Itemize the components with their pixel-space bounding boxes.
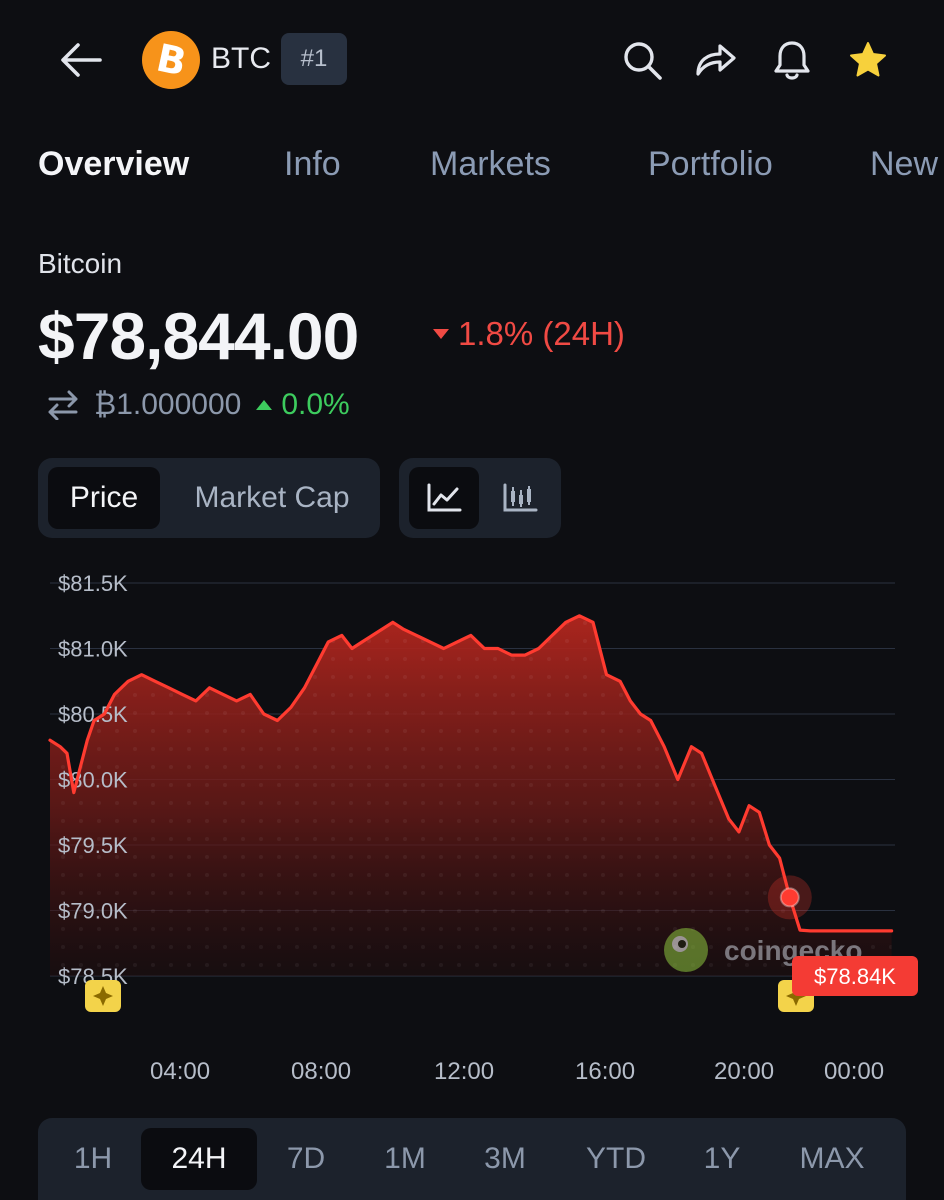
- tab-info[interactable]: Info: [284, 145, 341, 183]
- btc-conversion: ₿1.000000 0.0%: [46, 388, 350, 422]
- swap-arrows-icon[interactable]: [46, 390, 80, 420]
- btc-value: ₿1.000000: [94, 388, 242, 421]
- range-3m[interactable]: 3M: [484, 1142, 526, 1175]
- tab-news[interactable]: New: [870, 145, 939, 183]
- line-chart-icon: [427, 483, 462, 512]
- caret-down-icon: [433, 329, 449, 339]
- search-icon: [624, 42, 662, 80]
- line-chart-button[interactable]: [409, 467, 479, 529]
- x-tick-2000: 20:00: [714, 1058, 775, 1085]
- range-7d[interactable]: 7D: [286, 1142, 326, 1175]
- range-1h[interactable]: 1H: [73, 1142, 113, 1175]
- price-change-value: 1.8% (24H): [458, 315, 625, 352]
- range-1y[interactable]: 1Y: [703, 1142, 741, 1175]
- tab-markets[interactable]: Markets: [430, 145, 551, 183]
- market-cap-toggle[interactable]: Market Cap: [194, 481, 350, 514]
- x-tick-0000: 00:00: [824, 1058, 885, 1085]
- coin-symbol: BTC: [211, 42, 271, 75]
- y-tick-label: $79.0K: [58, 899, 128, 924]
- y-axis: $81.5K$81.0K$80.5K$80.0K$79.5K$79.0K$78.…: [58, 571, 128, 989]
- tab-portfolio[interactable]: Portfolio: [648, 145, 773, 183]
- rank-badge: #1: [281, 33, 347, 85]
- alert-button[interactable]: [770, 38, 814, 82]
- candlestick-icon: [503, 483, 538, 512]
- range-ytd[interactable]: YTD: [586, 1142, 646, 1175]
- price-change-24h: 1.8% (24H): [432, 315, 625, 353]
- last-price-label: $78.84K: [792, 956, 918, 996]
- y-tick-label: $79.5K: [58, 833, 128, 858]
- range-max[interactable]: MAX: [799, 1142, 865, 1175]
- current-price: $78,844.00: [38, 299, 359, 373]
- tab-overview[interactable]: Overview: [38, 145, 190, 183]
- price-area-texture: [50, 615, 892, 976]
- price-toggle[interactable]: Price: [48, 467, 160, 529]
- range-24h[interactable]: 24H: [141, 1128, 257, 1190]
- event-marker-left[interactable]: [85, 980, 121, 1012]
- y-tick-label: $81.5K: [58, 571, 128, 596]
- range-1m[interactable]: 1M: [384, 1142, 426, 1175]
- last-price-dot: [779, 887, 800, 908]
- arrow-left-icon: [61, 43, 102, 77]
- price-chart[interactable]: $81.5K$81.0K$80.5K$80.0K$79.5K$79.0K$78.…: [0, 560, 944, 1040]
- x-tick-1600: 16:00: [575, 1058, 636, 1085]
- share-icon: [696, 44, 736, 76]
- time-range-selector: 1H 24H 7D 1M 3M YTD 1Y MAX: [38, 1118, 906, 1200]
- star-icon: [850, 42, 886, 77]
- back-button[interactable]: [58, 40, 104, 80]
- price-line: [48, 614, 894, 933]
- caret-up-icon: [256, 400, 273, 410]
- bitcoin-logo-icon: B: [142, 31, 200, 89]
- x-tick-0800: 08:00: [291, 1058, 352, 1085]
- x-tick-0400: 04:00: [150, 1058, 211, 1085]
- candlestick-chart-button[interactable]: [485, 467, 555, 529]
- y-tick-label: $81.0K: [58, 637, 128, 662]
- coin-name: Bitcoin: [38, 248, 123, 279]
- chart-metric-toggle: Price Market Cap: [38, 458, 380, 538]
- last-price-text: $78.84K: [814, 964, 896, 989]
- share-button[interactable]: [694, 38, 738, 82]
- favorite-button[interactable]: [846, 38, 890, 82]
- chart-type-toggle: [399, 458, 561, 538]
- btc-change-value: 0.0%: [281, 388, 350, 421]
- search-button[interactable]: [620, 38, 664, 82]
- bell-icon: [774, 41, 810, 80]
- btc-change: 0.0%: [255, 388, 350, 422]
- x-tick-1200: 12:00: [434, 1058, 495, 1085]
